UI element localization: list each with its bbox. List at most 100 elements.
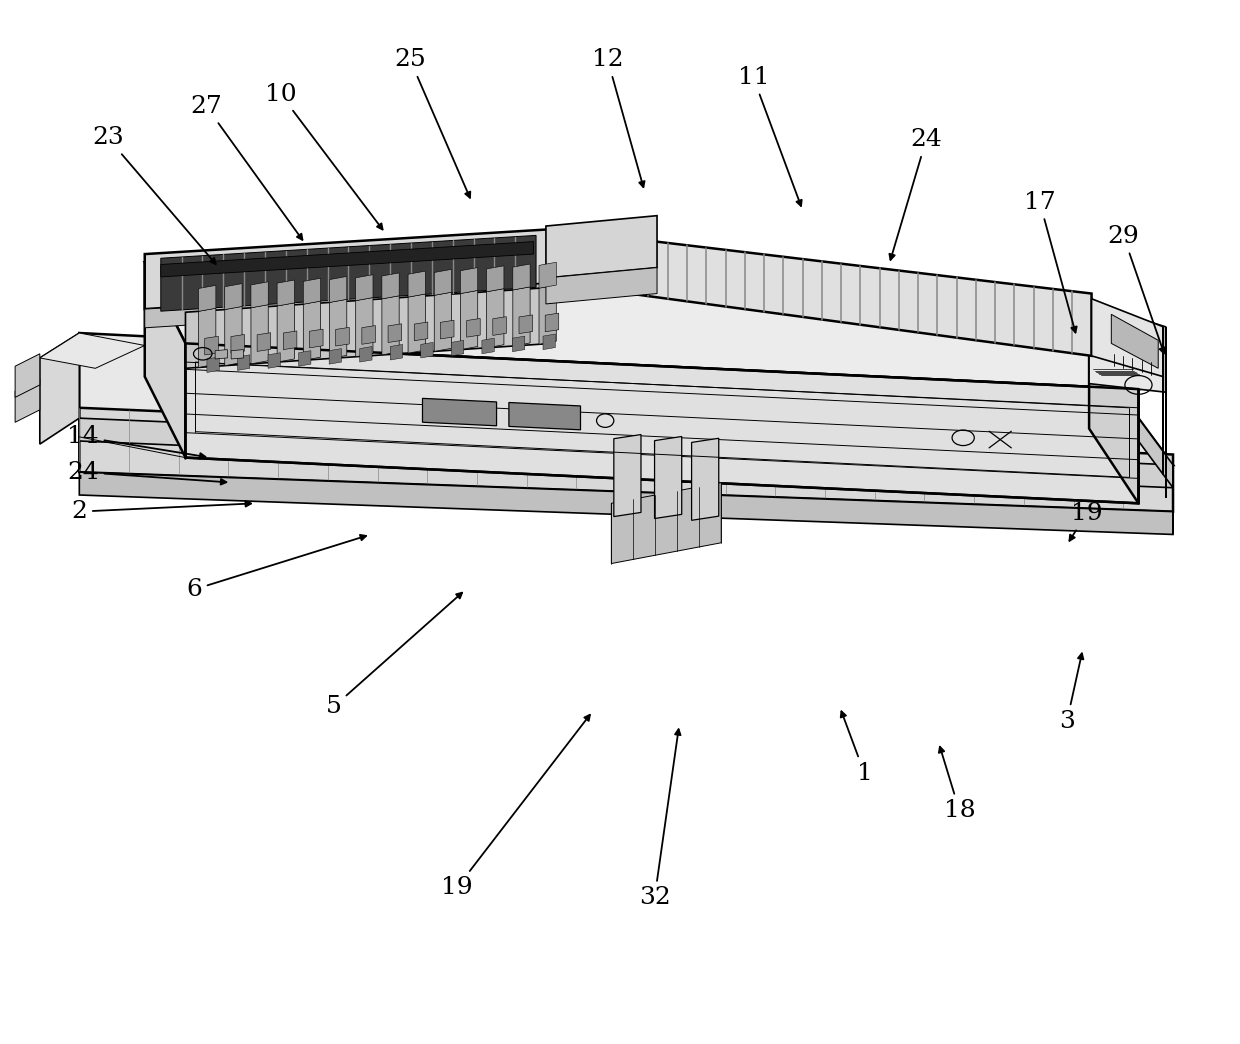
Polygon shape — [336, 328, 350, 346]
Polygon shape — [420, 342, 433, 358]
Polygon shape — [268, 353, 280, 369]
Polygon shape — [224, 284, 242, 310]
Polygon shape — [1111, 314, 1158, 369]
Polygon shape — [434, 292, 451, 352]
Polygon shape — [40, 333, 145, 369]
Polygon shape — [546, 313, 559, 332]
Polygon shape — [492, 316, 506, 335]
Polygon shape — [408, 294, 425, 353]
Polygon shape — [539, 285, 557, 345]
Polygon shape — [655, 436, 682, 519]
Polygon shape — [508, 403, 580, 430]
Text: 6: 6 — [186, 535, 366, 601]
Polygon shape — [250, 305, 268, 364]
Polygon shape — [414, 322, 428, 340]
Text: 24: 24 — [67, 460, 227, 484]
Polygon shape — [391, 345, 403, 360]
Polygon shape — [15, 354, 40, 398]
Text: 19: 19 — [441, 715, 590, 899]
Polygon shape — [486, 288, 503, 348]
Polygon shape — [145, 230, 552, 309]
Polygon shape — [304, 301, 321, 360]
Polygon shape — [310, 329, 324, 348]
Polygon shape — [299, 351, 311, 366]
Polygon shape — [382, 295, 399, 355]
Polygon shape — [434, 269, 451, 295]
Polygon shape — [330, 300, 347, 358]
Text: 2: 2 — [72, 500, 250, 523]
Polygon shape — [238, 355, 249, 371]
Polygon shape — [79, 419, 1173, 488]
Polygon shape — [460, 267, 477, 293]
Polygon shape — [423, 399, 496, 426]
Polygon shape — [520, 315, 532, 334]
Polygon shape — [145, 262, 1138, 389]
Polygon shape — [207, 357, 219, 373]
Text: 3: 3 — [1059, 654, 1084, 733]
Text: 18: 18 — [939, 746, 976, 823]
Polygon shape — [466, 318, 480, 337]
Polygon shape — [231, 334, 244, 353]
Polygon shape — [356, 298, 373, 357]
Polygon shape — [79, 472, 1173, 535]
Polygon shape — [408, 271, 425, 298]
Polygon shape — [482, 338, 495, 354]
Polygon shape — [205, 336, 218, 355]
Text: 27: 27 — [191, 95, 303, 240]
Polygon shape — [513, 287, 531, 346]
Polygon shape — [552, 230, 1091, 356]
Polygon shape — [161, 241, 533, 277]
Polygon shape — [1114, 385, 1173, 488]
Polygon shape — [543, 334, 556, 350]
Polygon shape — [388, 324, 402, 342]
Text: 5: 5 — [326, 593, 463, 718]
Polygon shape — [145, 283, 552, 328]
Text: 10: 10 — [264, 82, 383, 230]
Polygon shape — [79, 333, 1173, 465]
Polygon shape — [512, 336, 525, 352]
Text: 11: 11 — [738, 66, 802, 206]
Polygon shape — [231, 350, 243, 359]
Polygon shape — [15, 379, 40, 423]
Polygon shape — [546, 216, 657, 278]
Text: 25: 25 — [394, 48, 470, 197]
Polygon shape — [79, 408, 1173, 512]
Polygon shape — [161, 235, 536, 311]
Polygon shape — [224, 307, 242, 365]
Text: 32: 32 — [639, 730, 681, 909]
Polygon shape — [1089, 314, 1138, 503]
Polygon shape — [539, 262, 557, 288]
Polygon shape — [277, 303, 294, 362]
Polygon shape — [440, 321, 454, 339]
Polygon shape — [250, 282, 268, 308]
Polygon shape — [1089, 304, 1166, 393]
Polygon shape — [513, 264, 531, 290]
Polygon shape — [40, 333, 79, 444]
Text: 29: 29 — [1107, 224, 1164, 353]
Polygon shape — [257, 333, 270, 352]
Polygon shape — [614, 434, 641, 517]
Polygon shape — [356, 275, 373, 301]
Polygon shape — [1091, 299, 1163, 377]
Text: 1: 1 — [841, 711, 872, 785]
Polygon shape — [198, 308, 216, 367]
Polygon shape — [486, 266, 503, 291]
Polygon shape — [362, 326, 376, 345]
Text: 19: 19 — [1069, 502, 1102, 541]
Text: 24: 24 — [889, 128, 942, 260]
Polygon shape — [186, 287, 552, 369]
Polygon shape — [304, 279, 321, 304]
Text: 14: 14 — [67, 425, 206, 458]
Text: 17: 17 — [1024, 191, 1076, 333]
Text: 23: 23 — [92, 126, 216, 264]
Polygon shape — [186, 343, 1138, 503]
Polygon shape — [611, 482, 722, 564]
Polygon shape — [451, 340, 464, 356]
Polygon shape — [329, 349, 341, 364]
Polygon shape — [283, 331, 296, 350]
Polygon shape — [360, 347, 372, 362]
Polygon shape — [145, 262, 186, 457]
Polygon shape — [546, 267, 657, 304]
Polygon shape — [460, 290, 477, 350]
Polygon shape — [198, 285, 216, 311]
